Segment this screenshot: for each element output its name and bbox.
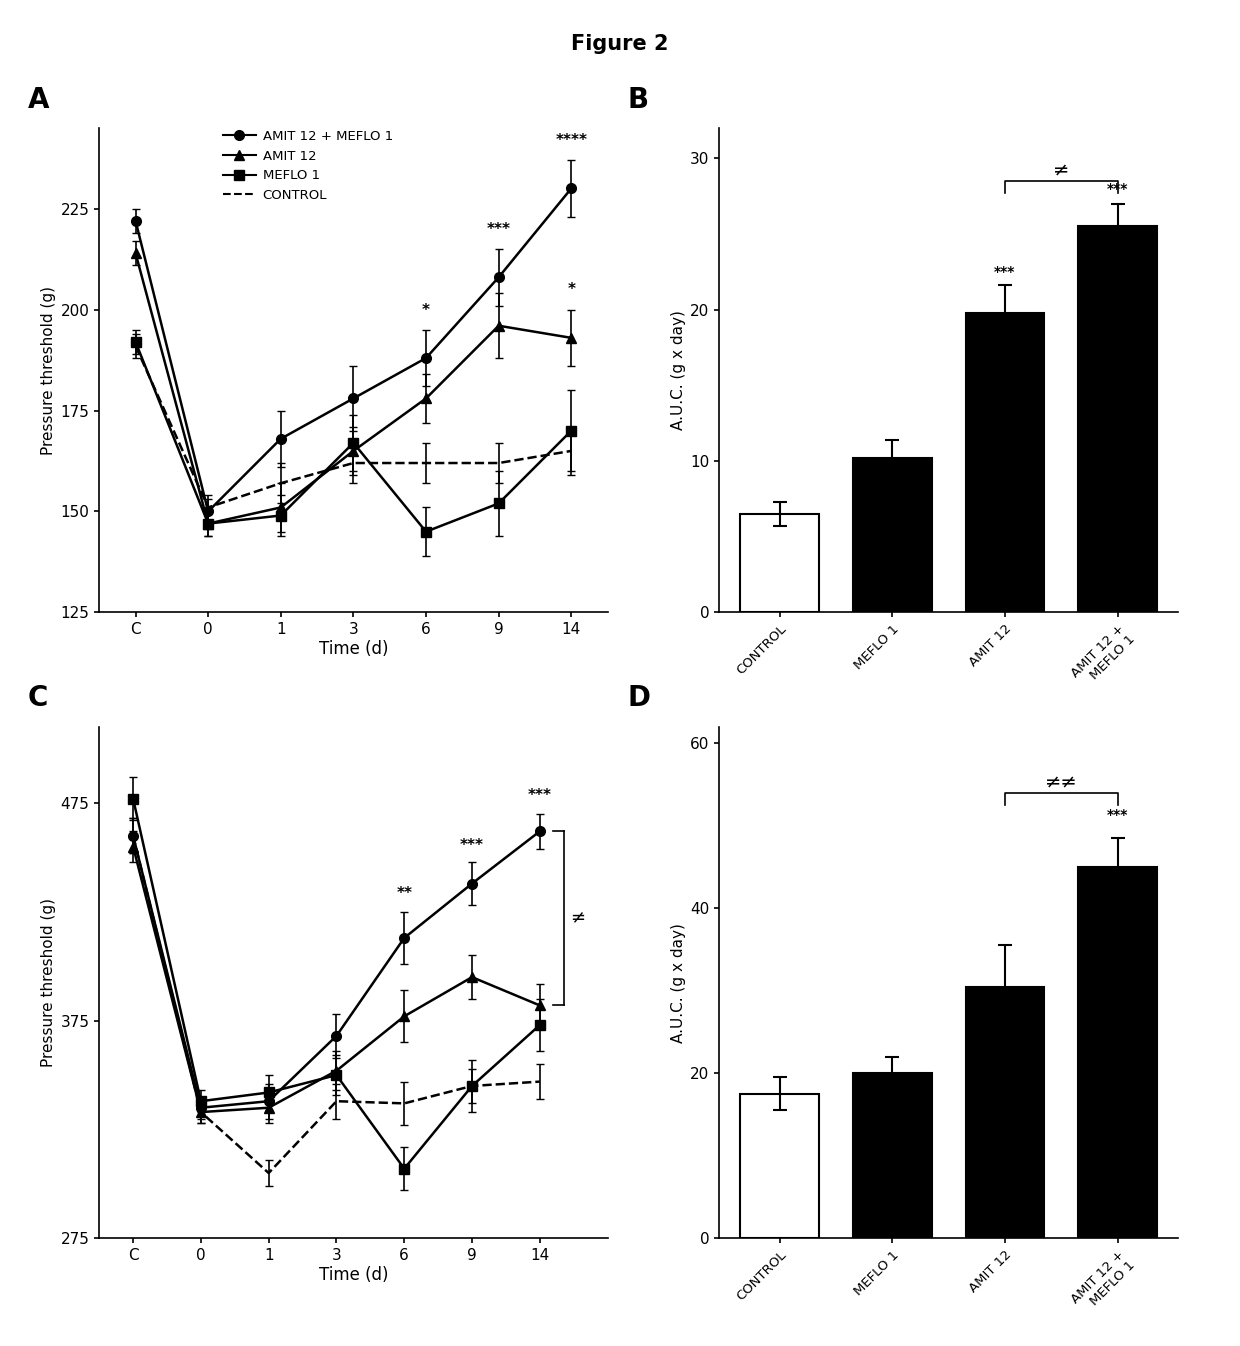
Text: ***: *** xyxy=(486,222,511,237)
Y-axis label: Pressure threshold (g): Pressure threshold (g) xyxy=(41,898,56,1067)
Text: D: D xyxy=(627,684,651,712)
Text: ****: **** xyxy=(556,133,588,148)
Legend: AMIT 12 + MEFLO 1, AMIT 12, MEFLO 1, CONTROL: AMIT 12 + MEFLO 1, AMIT 12, MEFLO 1, CON… xyxy=(218,125,398,207)
Text: ***: *** xyxy=(1107,182,1128,197)
Bar xyxy=(966,312,1044,612)
Bar xyxy=(966,987,1044,1238)
Y-axis label: Pressure threshold (g): Pressure threshold (g) xyxy=(41,285,57,455)
Bar xyxy=(740,514,818,612)
Text: $\neq$: $\neq$ xyxy=(567,910,585,927)
Y-axis label: A.U.C. (g x day): A.U.C. (g x day) xyxy=(671,310,686,431)
Bar xyxy=(1079,867,1157,1238)
Text: ***: *** xyxy=(460,839,484,853)
Text: Figure 2: Figure 2 xyxy=(572,34,668,54)
Text: ***: *** xyxy=(994,265,1016,279)
Text: *: * xyxy=(567,283,575,297)
Bar xyxy=(853,1073,931,1238)
Text: ≠≠: ≠≠ xyxy=(1045,773,1078,791)
Bar xyxy=(853,458,931,612)
Bar xyxy=(1079,226,1157,612)
X-axis label: Time (d): Time (d) xyxy=(319,1265,388,1284)
Text: ***: *** xyxy=(1107,808,1128,821)
Bar xyxy=(740,1094,818,1238)
Text: B: B xyxy=(627,86,649,114)
Text: C: C xyxy=(29,684,48,712)
X-axis label: Time (d): Time (d) xyxy=(319,639,388,658)
Text: ≠: ≠ xyxy=(1053,160,1070,179)
Text: *: * xyxy=(422,303,430,318)
Text: A: A xyxy=(29,86,50,114)
Y-axis label: A.U.C. (g x day): A.U.C. (g x day) xyxy=(671,922,686,1043)
Text: **: ** xyxy=(397,886,412,900)
Text: ***: *** xyxy=(528,787,552,804)
